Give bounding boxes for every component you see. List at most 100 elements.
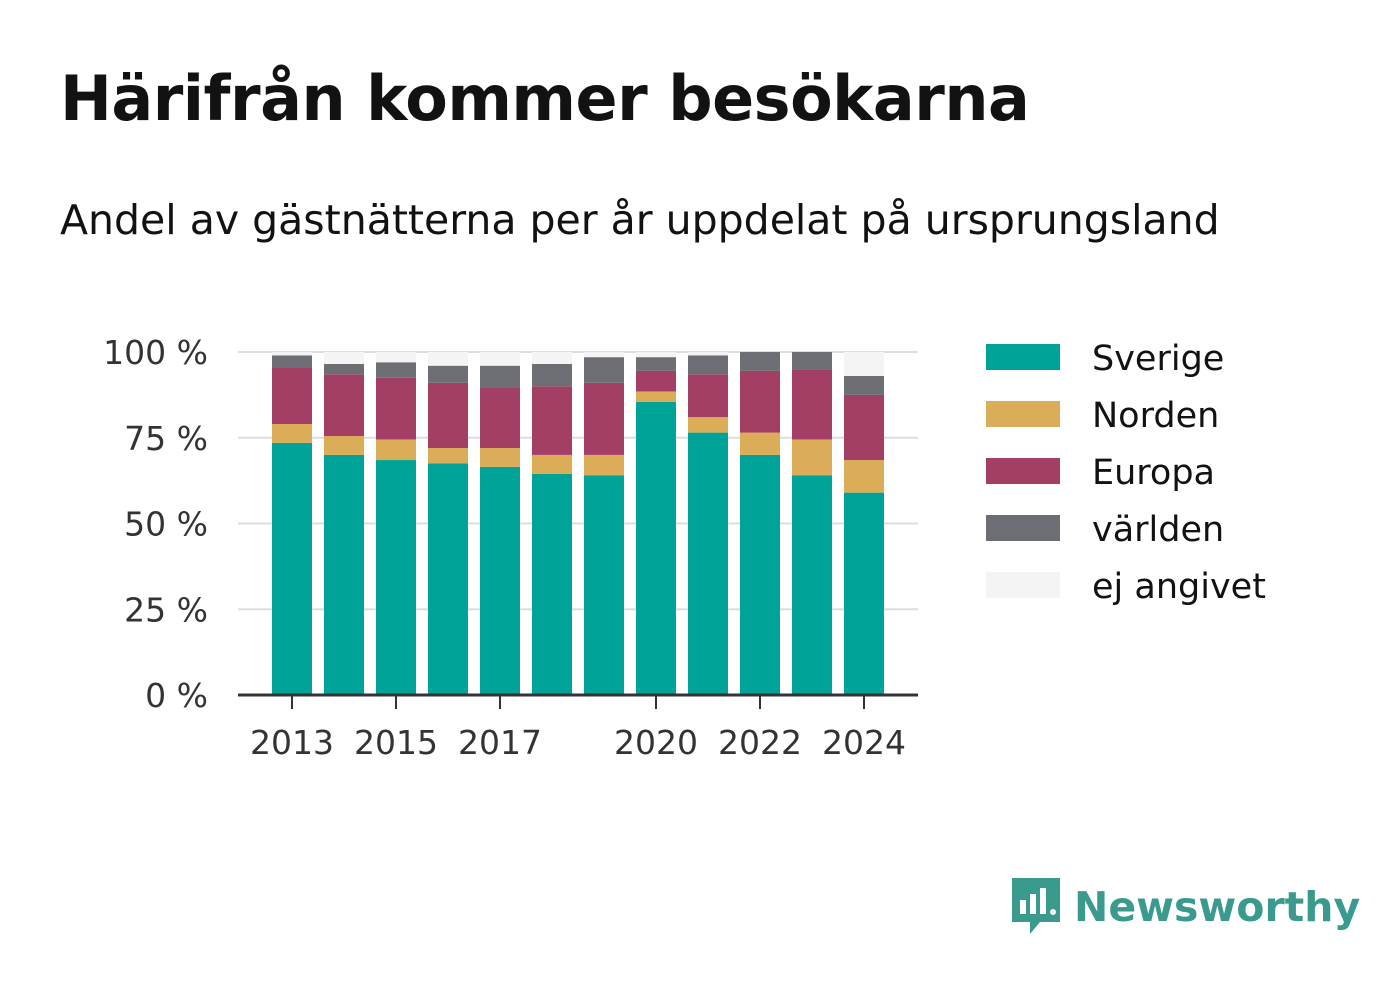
bar-segment-Europa xyxy=(844,394,884,461)
x-tick-label: 2022 xyxy=(718,723,802,762)
bar-segment-ej-angivet xyxy=(688,352,728,356)
bar-segment-Norden xyxy=(376,439,416,461)
chart-title: Härifrån kommer besökarna xyxy=(60,62,1030,135)
x-tick-label: 2017 xyxy=(458,723,542,762)
bar-segment-världen xyxy=(532,364,572,387)
bar-segment-Europa xyxy=(688,374,728,418)
legend-item-Europa: Europa xyxy=(986,453,1215,493)
bar-stack-2013 xyxy=(272,352,312,695)
bar-segment-Europa xyxy=(584,382,624,455)
bar-segment-Sverige xyxy=(844,492,884,695)
bar-segment-ej-angivet xyxy=(324,352,364,365)
bar-stack-2023 xyxy=(792,352,832,695)
bar-segment-världen xyxy=(792,352,832,370)
bar-segment-ej-angivet xyxy=(844,352,884,377)
legend-item-Norden: Norden xyxy=(986,396,1219,436)
y-tick-label: 25 % xyxy=(124,590,208,629)
bar-segment-Norden xyxy=(272,424,312,443)
bar-segment-Europa xyxy=(532,386,572,455)
legend-label: Europa xyxy=(1092,453,1215,493)
newsworthy-logo-icon xyxy=(1012,878,1060,934)
bar-segment-världen xyxy=(584,357,624,383)
legend-label: Sverige xyxy=(1092,339,1224,379)
bar-segment-ej-angivet xyxy=(584,352,624,358)
bar-segment-Norden xyxy=(636,391,676,402)
bar-stack-2018 xyxy=(532,352,572,695)
bar-segment-Norden xyxy=(688,417,728,433)
bar-segment-Europa xyxy=(324,374,364,437)
bar-segment-Norden xyxy=(428,448,468,464)
x-axis: 2013 2015 2017 2020 2022 2024 xyxy=(238,693,918,762)
bar-segment-Europa xyxy=(376,377,416,440)
bar-segment-världen xyxy=(428,365,468,383)
bar-stack-2020 xyxy=(636,352,676,695)
bar-segment-världen xyxy=(376,362,416,378)
bar-segment-Norden xyxy=(740,432,780,455)
legend-swatch xyxy=(986,401,1060,427)
x-tick-label: 2020 xyxy=(614,723,698,762)
bar-segment-Sverige xyxy=(272,442,312,695)
legend-swatch xyxy=(986,515,1060,541)
x-tick-label: 2024 xyxy=(822,723,906,762)
bars xyxy=(272,352,884,695)
legend-item-Sverige: Sverige xyxy=(986,339,1224,379)
bar-segment-Sverige xyxy=(480,466,520,695)
legend-item-världen: världen xyxy=(986,510,1224,550)
bar-stack-2015 xyxy=(376,352,416,695)
bar-segment-Norden xyxy=(584,454,624,476)
bar-segment-världen xyxy=(688,355,728,375)
bar-segment-ej-angivet xyxy=(428,352,468,366)
bar-segment-ej-angivet xyxy=(376,352,416,363)
bar-segment-Sverige xyxy=(428,463,468,695)
x-tick-label: 2015 xyxy=(354,723,438,762)
bar-segment-världen xyxy=(636,357,676,371)
bar-stack-2022 xyxy=(740,352,780,695)
bar-segment-Sverige xyxy=(792,475,832,695)
y-tick-label: 50 % xyxy=(124,505,208,544)
legend-item-ej-angivet: ej angivet xyxy=(986,567,1266,607)
bar-segment-Europa xyxy=(740,370,780,433)
bar-segment-Sverige xyxy=(324,454,364,695)
bar-segment-världen xyxy=(480,365,520,389)
brand-name: Newsworthy xyxy=(1074,883,1361,931)
x-tick-label: 2013 xyxy=(250,723,334,762)
bar-segment-Sverige xyxy=(376,460,416,695)
legend: Sverige Norden Europa världen ej angivet xyxy=(986,339,1266,607)
bar-stack-2016 xyxy=(428,352,468,695)
bar-segment-världen xyxy=(324,364,364,375)
y-tick-label: 100 % xyxy=(103,333,208,372)
bar-stack-2019 xyxy=(584,352,624,695)
bar-segment-Norden xyxy=(844,460,884,493)
bar-segment-Europa xyxy=(636,370,676,392)
y-axis-ticks: 0 % 25 % 50 % 75 % 100 % xyxy=(103,333,208,715)
bar-segment-Sverige xyxy=(688,432,728,695)
legend-swatch xyxy=(986,458,1060,484)
bar-segment-Sverige xyxy=(636,401,676,695)
legend-label: Norden xyxy=(1092,396,1219,436)
bar-segment-Europa xyxy=(792,369,832,440)
legend-label: världen xyxy=(1092,510,1224,550)
bar-segment-världen xyxy=(844,376,884,395)
bar-segment-Sverige xyxy=(740,454,780,695)
brand-logo: Newsworthy xyxy=(1010,876,1360,938)
legend-swatch xyxy=(986,572,1060,598)
bar-segment-ej-angivet xyxy=(272,352,312,356)
bar-segment-världen xyxy=(740,352,780,371)
bar-stack-2021 xyxy=(688,352,728,695)
bar-segment-ej-angivet xyxy=(532,352,572,365)
bar-stack-2017 xyxy=(480,352,520,695)
bar-segment-Norden xyxy=(480,448,520,467)
bar-segment-ej-angivet xyxy=(636,352,676,358)
y-tick-label: 75 % xyxy=(124,419,208,458)
bar-segment-Norden xyxy=(324,436,364,455)
bar-segment-världen xyxy=(272,355,312,368)
bar-segment-Sverige xyxy=(532,473,572,695)
bar-segment-Europa xyxy=(480,388,520,449)
bar-stack-2014 xyxy=(324,352,364,695)
bar-segment-Norden xyxy=(792,439,832,476)
legend-swatch xyxy=(986,344,1060,370)
bar-segment-Norden xyxy=(532,454,572,474)
bar-segment-Europa xyxy=(428,382,468,449)
y-tick-label: 0 % xyxy=(145,676,208,715)
